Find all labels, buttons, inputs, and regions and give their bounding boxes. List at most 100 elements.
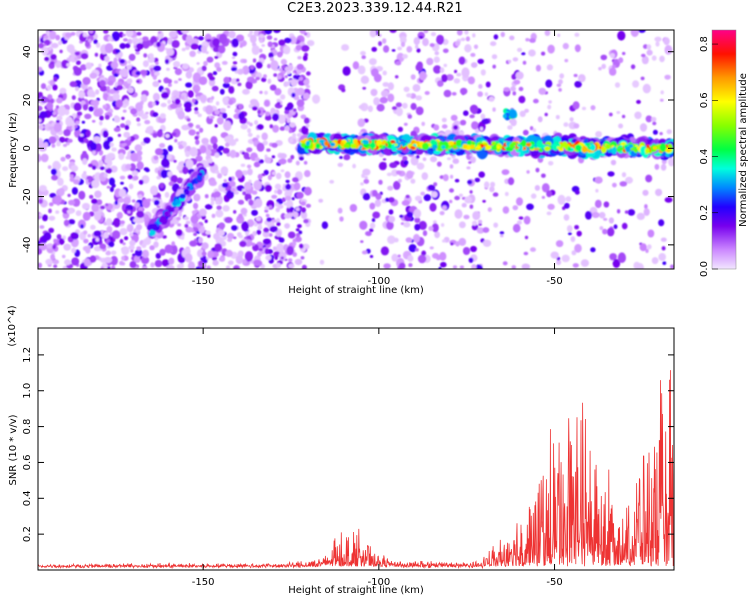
heatmap-cell — [121, 256, 125, 261]
heatmap-cell — [134, 202, 140, 209]
heatmap-cell — [41, 46, 49, 56]
heatmap-cell — [116, 85, 124, 91]
heatmap-cell — [466, 140, 472, 146]
heatmap-cell — [58, 238, 65, 245]
heatmap-cell — [360, 51, 366, 56]
heatmap-cell — [605, 144, 611, 150]
heatmap-cell — [533, 98, 539, 104]
heatmap-cell — [557, 194, 566, 205]
heatmap-cell — [517, 144, 521, 147]
colorbar-gradient — [712, 30, 736, 269]
heatmap-cell — [298, 76, 304, 81]
heatmap-cell — [415, 95, 423, 101]
heatmap-cell — [291, 92, 296, 98]
heatmap-cell — [253, 180, 262, 191]
heatmap-cell — [48, 126, 53, 130]
snr-ticks: -150 -100 -50 0.2 0.4 0.6 0.8 1.0 1.2 — [22, 328, 674, 588]
heatmap-cell — [360, 182, 364, 186]
heatmap-cell — [152, 132, 158, 138]
heatmap-cell — [145, 168, 150, 173]
heatmap-cell — [134, 249, 143, 257]
heatmap-cell — [237, 82, 242, 87]
heatmap-cell — [75, 210, 82, 217]
heatmap-cell — [296, 87, 305, 96]
heatmap-cell — [661, 159, 667, 165]
heatmap-cell — [545, 79, 553, 88]
heatmap-cell — [266, 217, 272, 222]
heatmap-cell — [360, 240, 364, 243]
heatmap-cell — [102, 105, 107, 110]
heatmap-cell — [141, 256, 150, 265]
heatmap-cell — [171, 40, 180, 48]
heatmap-cell — [78, 190, 86, 200]
heatmap-cell — [178, 78, 182, 81]
heatmap-cell — [562, 141, 568, 149]
heatmap-cell — [268, 233, 273, 237]
heatmap-cell — [270, 60, 279, 71]
heatmap-cell — [152, 208, 158, 213]
heatmap-cell — [493, 34, 499, 40]
heatmap-cell — [557, 33, 561, 37]
heatmap-cell — [276, 230, 282, 236]
heatmap-cell — [550, 251, 559, 259]
heatmap-cell — [73, 179, 80, 185]
heatmap-cell — [127, 86, 134, 94]
heatmap-cell — [458, 193, 463, 197]
heatmap-cell — [93, 39, 98, 45]
heatmap-cell — [296, 132, 303, 138]
heatmap-cell — [394, 143, 398, 147]
heatmap-cell — [91, 179, 100, 189]
heatmap-cell — [466, 166, 471, 170]
heatmap-cell — [125, 156, 131, 160]
heatmap-cell — [286, 245, 294, 256]
heatmap-cell — [67, 193, 71, 198]
heatmap-cell — [91, 198, 98, 204]
heatmap-cell — [194, 89, 199, 94]
heatmap-cell — [118, 31, 124, 38]
heatmap-cell — [70, 32, 76, 36]
heatmap-cell — [62, 166, 69, 172]
heatmap-cell — [141, 113, 149, 120]
heatmap-cell — [242, 258, 247, 265]
spectrogram-y-axis-label: Frequency (Hz) — [8, 112, 19, 188]
heatmap-cell — [216, 67, 222, 72]
heatmap-cell — [64, 259, 71, 266]
heatmap-cell — [570, 236, 576, 243]
heatmap-cell — [302, 55, 308, 61]
heatmap-cell — [253, 259, 262, 267]
heatmap-cell — [99, 115, 104, 121]
heatmap-cell — [503, 87, 511, 92]
heatmap-cell — [93, 211, 102, 221]
heatmap-cell — [487, 207, 492, 213]
heatmap-cell — [87, 234, 91, 238]
heatmap-cell — [106, 226, 113, 233]
heatmap-cell — [166, 67, 170, 71]
heatmap-cell — [223, 120, 232, 131]
heatmap-cell — [423, 30, 429, 34]
heatmap-cell — [612, 182, 617, 188]
heatmap-cell — [183, 101, 193, 109]
heatmap-cell — [46, 85, 52, 91]
heatmap-cell — [293, 108, 297, 112]
heatmap-cell — [109, 88, 115, 95]
heatmap-cell — [136, 161, 144, 170]
heatmap-cell — [470, 156, 476, 164]
heatmap-cell — [189, 50, 196, 57]
heatmap-cell — [256, 134, 260, 139]
heatmap-cell — [458, 237, 467, 246]
heatmap-cell — [636, 212, 645, 220]
heatmap-cell — [601, 63, 606, 70]
heatmap-cell — [469, 114, 475, 119]
heatmap-cell — [94, 52, 99, 57]
heatmap-cell — [286, 118, 291, 124]
heatmap-cell — [121, 246, 130, 256]
heatmap-cell — [185, 220, 191, 225]
heatmap-cell — [271, 142, 278, 148]
heatmap-cell — [193, 193, 201, 202]
heatmap-cell — [225, 190, 234, 199]
heatmap-cell — [397, 178, 402, 183]
heatmap-cell — [199, 94, 207, 103]
heatmap-cell — [91, 203, 99, 213]
spectrogram-x-axis-label: Height of straight line (km) — [288, 285, 424, 296]
heatmap-cell — [59, 87, 67, 94]
